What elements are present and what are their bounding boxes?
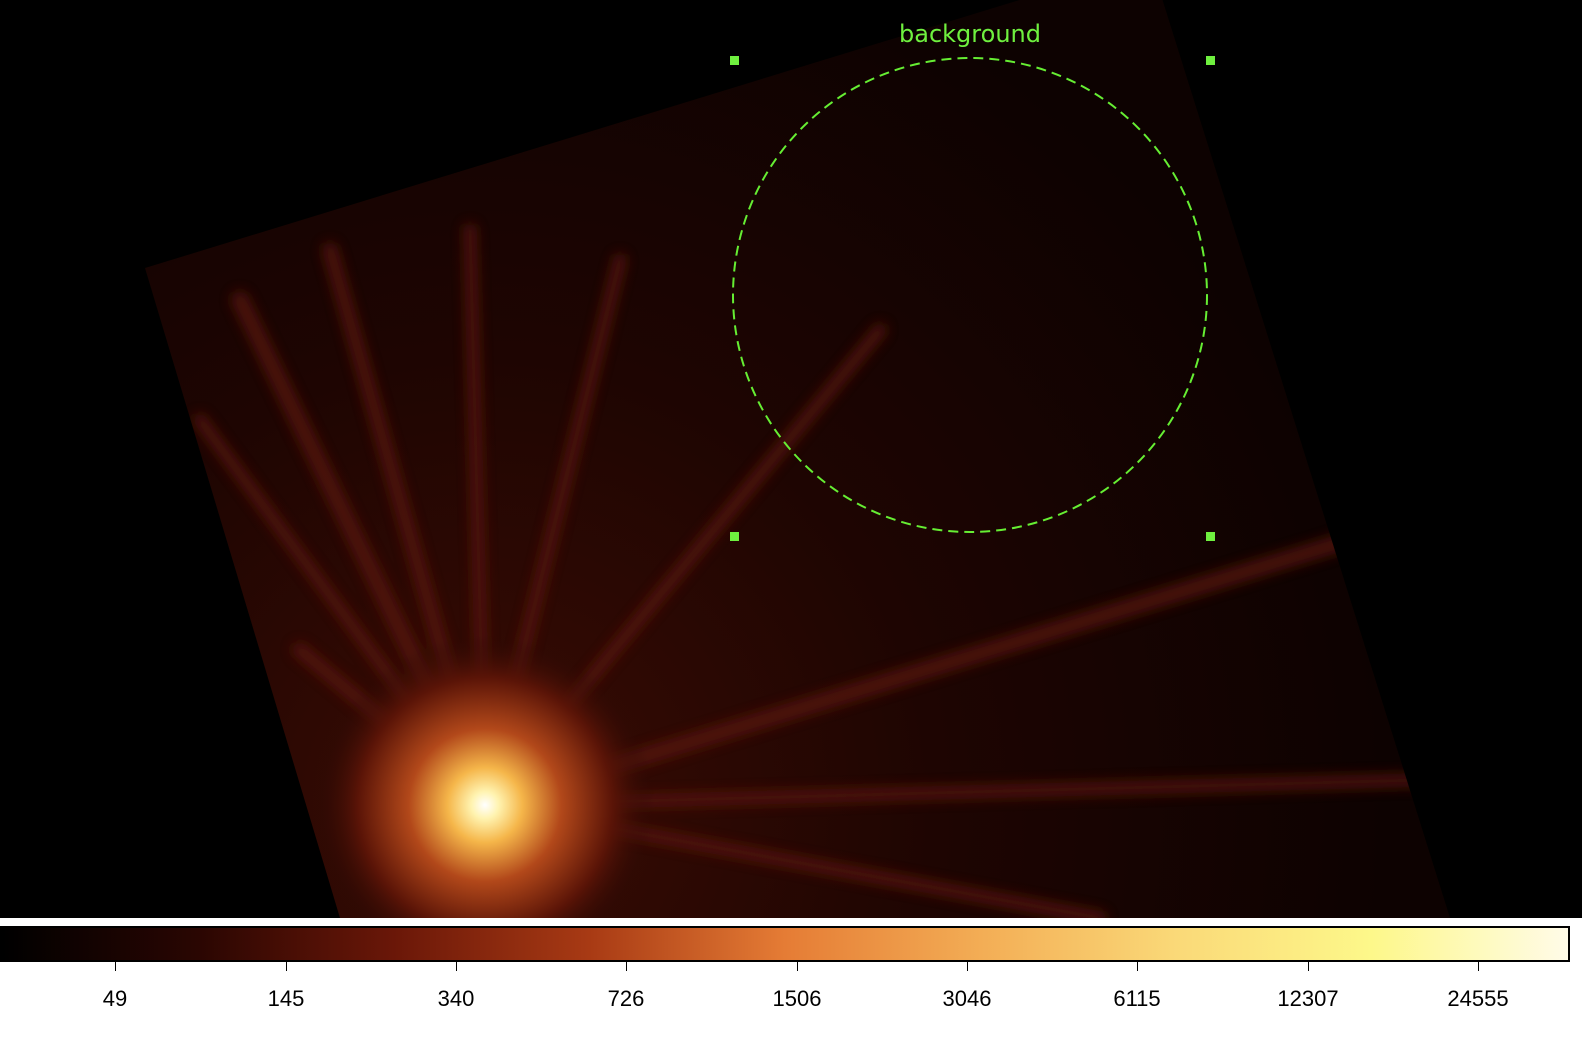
region-handle-top-right[interactable]	[1206, 56, 1215, 65]
region-handle-bottom-left[interactable]	[730, 532, 739, 541]
region-label[interactable]: background	[899, 20, 1041, 48]
colorbar-tick-label: 24555	[1447, 986, 1509, 1011]
region-handle-bottom-right[interactable]	[1206, 532, 1215, 541]
colorbar-tick-label: 726	[607, 986, 645, 1011]
colorbar-panel: 49 145 340 726 1506 3046 6115 12307 24555	[0, 918, 1582, 1040]
colorbar-tick-label: 340	[437, 986, 475, 1011]
colorbar-tick	[1308, 962, 1309, 971]
colorbar-tick	[286, 962, 287, 971]
colorbar-tick-label: 49	[102, 986, 128, 1011]
colorbar-tick	[115, 962, 116, 971]
colorbar-tick-label: 3046	[942, 986, 992, 1011]
detector-frame	[145, 0, 1450, 918]
colorbar-tick	[456, 962, 457, 971]
colorbar-tick-label: 6115	[1113, 986, 1161, 1011]
colorbar-tick	[626, 962, 627, 971]
bright-source	[315, 635, 655, 918]
colorbar-tick	[1478, 962, 1479, 971]
colorbar-tick-label: 1506	[772, 986, 822, 1011]
colorbar-tick-label: 145	[267, 986, 305, 1011]
colorbar-tick-label: 12307	[1277, 986, 1339, 1011]
colorbar-tick	[797, 962, 798, 971]
background-region-circle[interactable]	[732, 57, 1208, 533]
colorbar[interactable]	[0, 926, 1570, 962]
region-handle-top-left[interactable]	[730, 56, 739, 65]
colorbar-tick	[1137, 962, 1138, 971]
colorbar-tick	[967, 962, 968, 971]
image-display[interactable]: background	[0, 0, 1582, 918]
image-canvas[interactable]	[0, 0, 1582, 918]
